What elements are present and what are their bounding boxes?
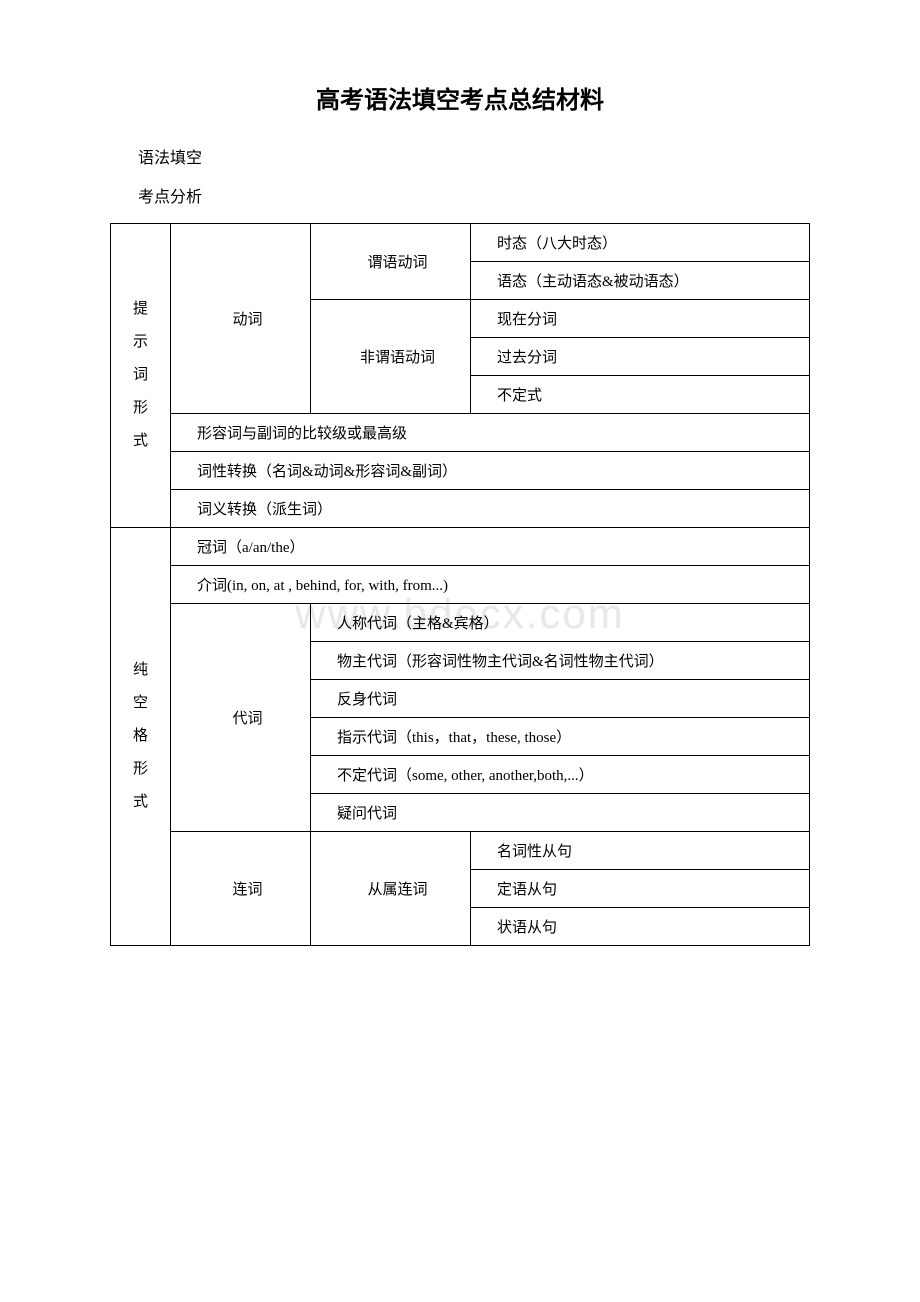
article-cell: 冠词（a/an/the） [171, 527, 810, 565]
preposition-cell: 介词(in, on, at , behind, for, with, from.… [171, 565, 810, 603]
tense-cell: 时态（八大时态） [471, 223, 810, 261]
comparative-cell: 形容词与副词的比较级或最高级 [171, 413, 810, 451]
table-row: 提 示 词 形 式 动词 谓语动词 时态（八大时态） [111, 223, 810, 261]
subordinate-label: 从属连词 [311, 831, 471, 945]
table-row: 介词(in, on, at , behind, for, with, from.… [111, 565, 810, 603]
table-row: 代词 人称代词（主格&宾格） [111, 603, 810, 641]
table-row: 连词 从属连词 名词性从句 [111, 831, 810, 869]
pos-cell: 词性转换（名词&动词&形容词&副词） [171, 451, 810, 489]
reflexive-pronoun-cell: 反身代词 [311, 679, 810, 717]
subtitle-2: 考点分析 [138, 184, 810, 213]
nonpredicate-label: 非谓语动词 [311, 299, 471, 413]
past-participle-cell: 过去分词 [471, 337, 810, 375]
indefinite-pronoun-cell: 不定代词（some, other, another,both,...） [311, 755, 810, 793]
grammar-table: 提 示 词 形 式 动词 谓语动词 时态（八大时态） 语态（主动语态&被动语态）… [110, 223, 810, 946]
verb-label: 动词 [171, 223, 311, 413]
noun-clause-cell: 名词性从句 [471, 831, 810, 869]
possessive-pronoun-cell: 物主代词（形容词性物主代词&名词性物主代词） [311, 641, 810, 679]
adverbial-clause-cell: 状语从句 [471, 907, 810, 945]
section2-label: 纯 空 格 形 式 [111, 527, 171, 945]
meaning-cell: 词义转换（派生词） [171, 489, 810, 527]
interrogative-pronoun-cell: 疑问代词 [311, 793, 810, 831]
infinitive-cell: 不定式 [471, 375, 810, 413]
table-row: 词义转换（派生词） [111, 489, 810, 527]
page-title: 高考语法填空考点总结材料 [110, 80, 810, 115]
conjunction-label: 连词 [171, 831, 311, 945]
table-row: 词性转换（名词&动词&形容词&副词） [111, 451, 810, 489]
table-row: 形容词与副词的比较级或最高级 [111, 413, 810, 451]
table-row: 纯 空 格 形 式 冠词（a/an/the） [111, 527, 810, 565]
personal-pronoun-cell: 人称代词（主格&宾格） [311, 603, 810, 641]
present-participle-cell: 现在分词 [471, 299, 810, 337]
subtitle-1: 语法填空 [138, 145, 810, 174]
demonstrative-pronoun-cell: 指示代词（this，that，these, those） [311, 717, 810, 755]
pronoun-label: 代词 [171, 603, 311, 831]
section1-label: 提 示 词 形 式 [111, 223, 171, 527]
attributive-clause-cell: 定语从句 [471, 869, 810, 907]
predicate-label: 谓语动词 [311, 223, 471, 299]
voice-cell: 语态（主动语态&被动语态） [471, 261, 810, 299]
